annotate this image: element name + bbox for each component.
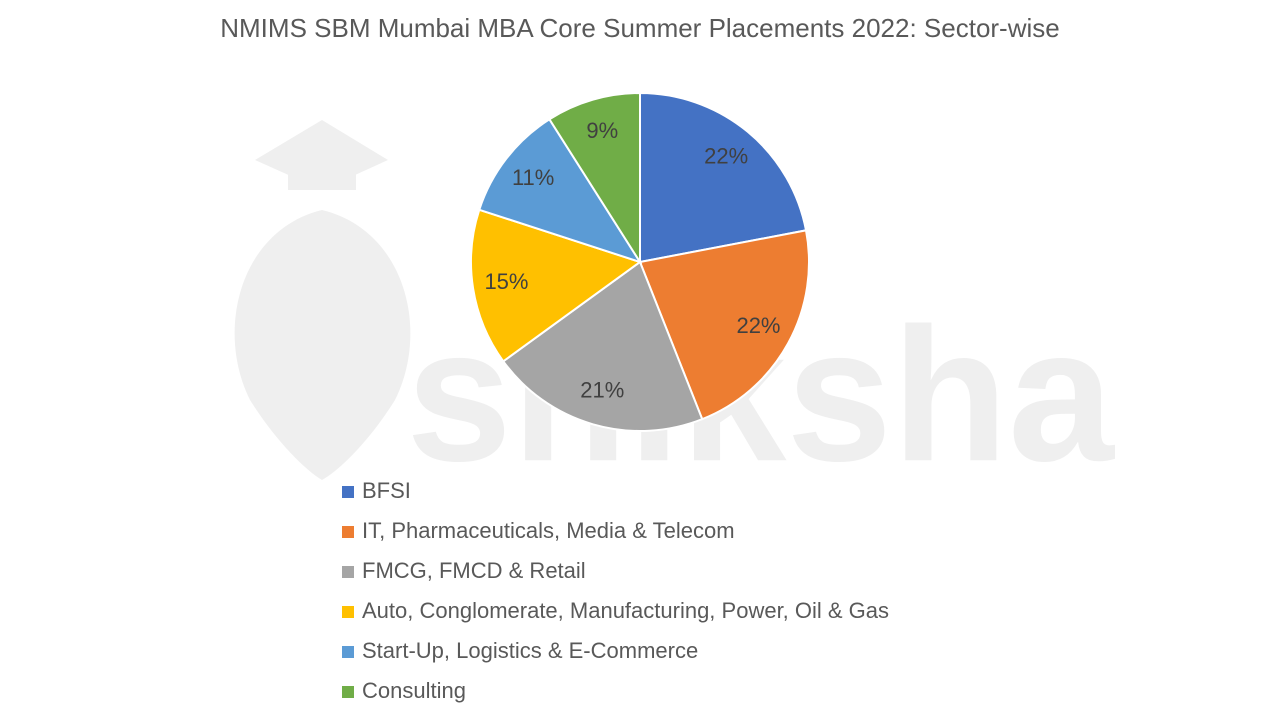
- legend-swatch: [342, 486, 354, 498]
- legend-label: Start-Up, Logistics & E-Commerce: [362, 638, 698, 663]
- legend-label: BFSI: [362, 478, 411, 503]
- legend-label: IT, Pharmaceuticals, Media & Telecom: [362, 518, 735, 543]
- legend-swatch: [342, 646, 354, 658]
- data-label: 22%: [736, 313, 780, 338]
- legend-label: Consulting: [362, 678, 466, 703]
- pie-slice: [470, 208, 643, 363]
- pie-slice: [639, 91, 808, 264]
- pie-slice: [548, 91, 641, 266]
- legend-label: FMCG, FMCD & Retail: [362, 558, 586, 583]
- data-label: 21%: [580, 378, 624, 403]
- pie-slice: [478, 117, 643, 264]
- data-label: 22%: [704, 144, 748, 169]
- watermark-logo: [234, 120, 411, 480]
- legend-swatch: [342, 686, 354, 698]
- legend-swatch: [342, 566, 354, 578]
- data-label: 15%: [484, 269, 528, 294]
- data-label: 11%: [512, 165, 554, 190]
- data-label: 9%: [586, 118, 618, 143]
- legend-label: Auto, Conglomerate, Manufacturing, Power…: [362, 598, 889, 623]
- legend-swatch: [342, 526, 354, 538]
- chart-title: NMIMS SBM Mumbai MBA Core Summer Placeme…: [220, 13, 1059, 43]
- pie-slice: [501, 260, 704, 432]
- drop: [234, 210, 411, 480]
- cap-base: [288, 165, 356, 190]
- legend-swatch: [342, 606, 354, 618]
- pie-slice: [638, 229, 810, 421]
